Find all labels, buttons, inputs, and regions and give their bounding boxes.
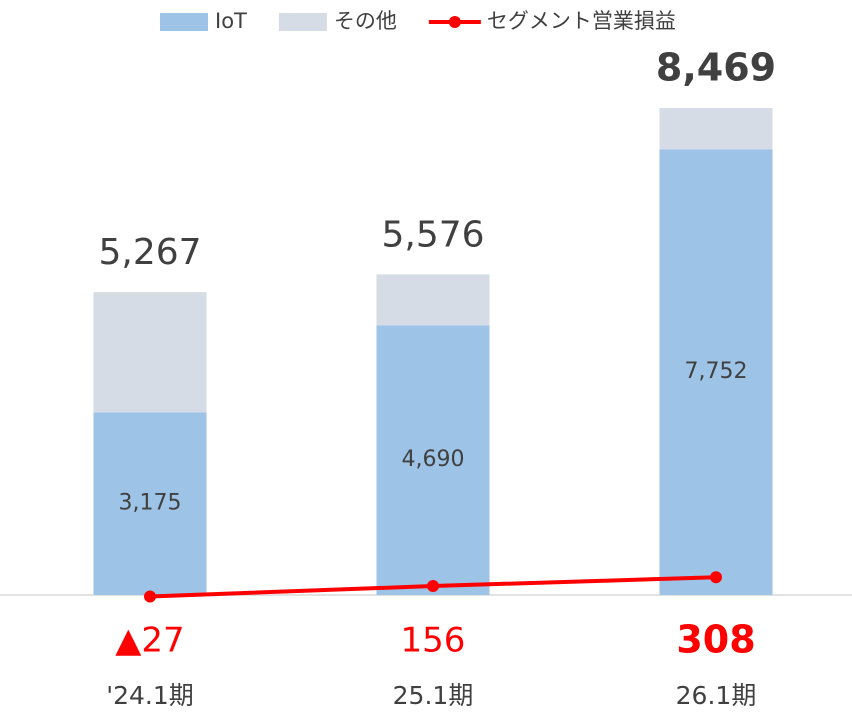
bar-segment [376, 274, 490, 326]
total-label: 5,576 [381, 214, 484, 255]
x-tick-label: '24.1期 [106, 681, 194, 710]
bar-segment [659, 149, 773, 595]
legend-label: セグメント営業損益 [487, 9, 676, 33]
legend-swatch [160, 13, 208, 31]
x-tick-label: 25.1期 [393, 681, 474, 710]
legend-marker [448, 16, 461, 28]
segment-label: 4,690 [402, 447, 465, 472]
legend-label: その他 [334, 9, 397, 33]
total-label: 5,267 [98, 232, 201, 273]
line-value-label: 156 [401, 621, 466, 661]
line-marker [710, 571, 722, 584]
line-marker [427, 580, 439, 593]
bar-segment [659, 108, 773, 150]
line-marker [144, 590, 156, 603]
bar-segment [376, 325, 490, 595]
bar-segment [93, 412, 207, 595]
segment-label: 7,752 [685, 359, 748, 384]
legend-swatch [278, 13, 327, 31]
legend-label: IoT [215, 9, 247, 33]
total-label: 8,469 [656, 46, 776, 90]
line-value-label: 308 [676, 618, 755, 662]
bar-segment [93, 292, 207, 413]
segment-label: 3,175 [119, 491, 182, 516]
line-value-label: ▲27 [115, 621, 184, 661]
x-tick-label: 26.1期 [676, 681, 757, 710]
